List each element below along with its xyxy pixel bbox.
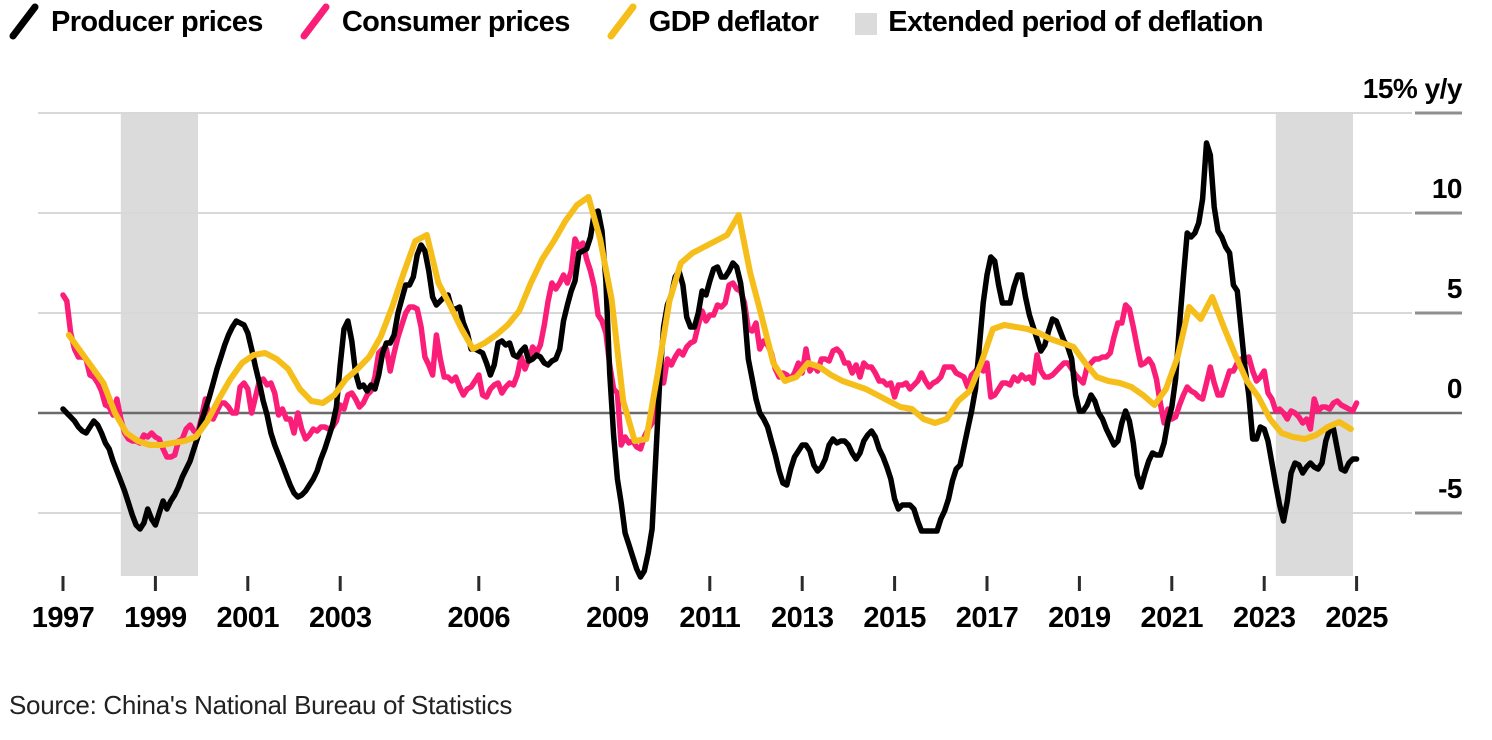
producer-prices-line (60, 140, 1360, 580)
deflation-band-square-icon (855, 13, 878, 35)
legend: Producer prices Consumer prices Extended… (8, 2, 1264, 42)
y-axis-label: 0 (1447, 373, 1462, 404)
consumer-prices-line (60, 236, 1360, 460)
legend-label-consumer-prices: Consumer prices (341, 5, 571, 38)
x-axis-label: 1999 (124, 602, 187, 634)
legend-item-consumer-prices[interactable]: Consumer prices (299, 2, 570, 42)
legend-label-extended-deflation: Extended period of deflation (888, 5, 1263, 38)
x-axis-label: 2013 (771, 602, 834, 634)
x-axis-label: 2001 (217, 602, 280, 634)
source-note: Source: China's National Bureau of Stati… (9, 690, 513, 720)
x-axis-label: 2011 (679, 602, 740, 634)
producer-prices-slash-icon (9, 3, 39, 40)
x-axis-label: 2015 (863, 602, 926, 634)
legend-item-producer-prices[interactable]: Producer prices (8, 2, 263, 42)
x-axis-label: 2003 (309, 602, 372, 634)
x-axis-label: 2021 (1141, 602, 1204, 634)
x-axis-label: 2006 (448, 602, 511, 634)
legend-label-producer-prices: Producer prices (51, 5, 263, 38)
x-axis-label: 2019 (1048, 602, 1111, 634)
consumer-prices-slash-icon (300, 3, 330, 40)
legend-item-deflation-band[interactable]: Extended period of deflation (854, 2, 1264, 42)
gdp-deflator-slash-icon (607, 3, 637, 40)
legend-label-gdp-deflator: GDP deflator (648, 5, 819, 38)
y-axis-label: -5 (1438, 473, 1462, 504)
y-axis-label: 5 (1447, 273, 1462, 304)
deflation-1998-1999 (120, 113, 198, 576)
gdp-deflator-line (65, 194, 1354, 448)
legend-item-gdp-deflator[interactable]: Extended period of deflation GDP deflato… (606, 2, 819, 42)
x-axis-label: 2009 (586, 602, 649, 634)
x-axis-label: 2023 (1233, 602, 1296, 634)
y-axis-label: 10 (1432, 173, 1462, 204)
x-axis-label: 1997 (32, 602, 95, 634)
x-axis-label: 2025 (1325, 602, 1388, 634)
x-axis-label: 2017 (956, 602, 1019, 634)
y-axis-label: 15% y/y (1363, 73, 1463, 104)
